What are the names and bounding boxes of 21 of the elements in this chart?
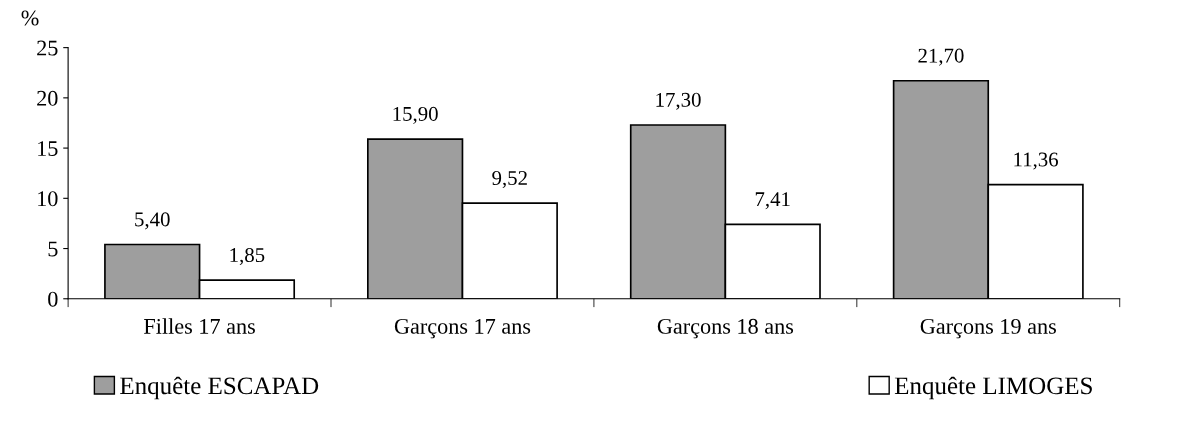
x-tick-label: Garçons 19 ans xyxy=(920,318,1056,339)
y-tick-label: 10 xyxy=(38,191,58,207)
y-tick-label: 25 xyxy=(37,40,58,56)
y-tick-label: 15 xyxy=(38,141,58,157)
data-label: 15,90 xyxy=(393,106,438,124)
x-tick-label: Filles 17 ans xyxy=(144,318,255,334)
data-label: 11,36 xyxy=(1014,152,1059,170)
y-tick-label: 0 xyxy=(48,291,58,307)
data-label: 9,52 xyxy=(492,171,527,189)
data-label: 21,70 xyxy=(918,48,964,66)
data-label: 17,30 xyxy=(656,92,701,110)
legend-label: Enquête ESCAPAD xyxy=(120,376,319,400)
y-tick-label: 20 xyxy=(37,90,58,106)
y-axis-title: % xyxy=(21,10,39,26)
data-label: 1,85 xyxy=(230,248,265,266)
x-tick-label: Garçons 17 ans xyxy=(394,318,531,339)
legend-label: Enquête LIMOGES xyxy=(894,376,1092,400)
y-tick-label: 5 xyxy=(48,241,58,257)
data-label: 5,40 xyxy=(135,212,170,230)
data-label: 7,41 xyxy=(755,192,790,210)
x-tick-label: Garçons 18 ans xyxy=(657,318,794,339)
